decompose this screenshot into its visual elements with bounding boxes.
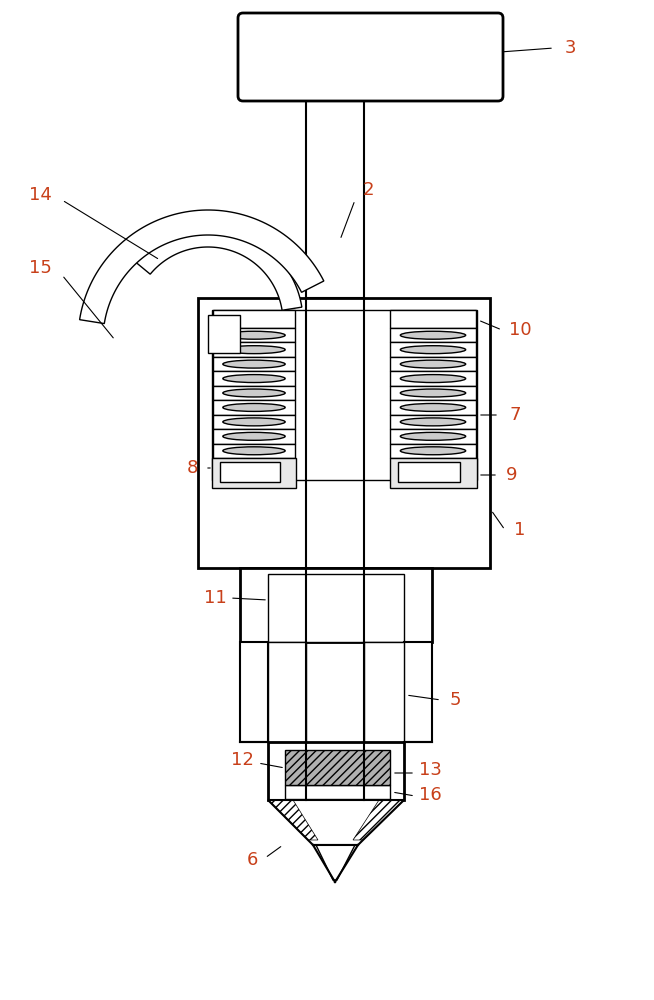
Bar bbox=[213, 415, 295, 429]
Ellipse shape bbox=[400, 346, 466, 354]
Text: 5: 5 bbox=[449, 691, 461, 709]
Bar bbox=[240, 642, 268, 742]
Bar bbox=[198, 298, 490, 568]
Ellipse shape bbox=[400, 447, 466, 455]
Bar bbox=[390, 357, 476, 371]
Ellipse shape bbox=[223, 375, 285, 383]
Ellipse shape bbox=[400, 360, 466, 368]
Bar bbox=[213, 444, 295, 458]
Bar bbox=[285, 750, 390, 785]
Text: 1: 1 bbox=[514, 521, 526, 539]
Text: 2: 2 bbox=[362, 181, 373, 199]
Bar bbox=[213, 357, 295, 371]
Ellipse shape bbox=[400, 389, 466, 397]
Bar bbox=[398, 462, 460, 482]
Ellipse shape bbox=[223, 346, 285, 354]
Ellipse shape bbox=[223, 360, 285, 368]
Ellipse shape bbox=[223, 403, 285, 411]
Bar bbox=[213, 342, 295, 357]
Bar bbox=[213, 386, 295, 400]
Bar bbox=[208, 315, 240, 353]
Bar bbox=[268, 574, 404, 642]
Ellipse shape bbox=[400, 418, 466, 426]
Bar bbox=[212, 310, 477, 480]
Bar bbox=[390, 415, 476, 429]
Bar bbox=[364, 642, 404, 742]
Bar bbox=[213, 400, 295, 415]
Bar bbox=[306, 96, 364, 298]
Text: 10: 10 bbox=[509, 321, 531, 339]
Bar bbox=[285, 785, 390, 799]
Text: 15: 15 bbox=[29, 259, 52, 277]
Text: 12: 12 bbox=[231, 751, 254, 769]
Bar bbox=[213, 371, 295, 386]
Polygon shape bbox=[313, 845, 358, 880]
Ellipse shape bbox=[400, 432, 466, 440]
Ellipse shape bbox=[400, 403, 466, 411]
Bar bbox=[212, 458, 296, 488]
Ellipse shape bbox=[223, 331, 285, 339]
FancyBboxPatch shape bbox=[238, 13, 503, 101]
Polygon shape bbox=[135, 227, 302, 310]
Bar bbox=[390, 342, 476, 357]
Text: 11: 11 bbox=[203, 589, 226, 607]
Bar bbox=[240, 568, 432, 642]
Text: 3: 3 bbox=[564, 39, 576, 57]
Ellipse shape bbox=[223, 447, 285, 455]
Text: 13: 13 bbox=[419, 761, 441, 779]
Bar bbox=[268, 642, 306, 742]
Text: 8: 8 bbox=[186, 459, 198, 477]
Bar bbox=[390, 458, 477, 488]
Bar bbox=[404, 642, 432, 742]
Ellipse shape bbox=[400, 331, 466, 339]
Text: 7: 7 bbox=[509, 406, 521, 424]
Bar bbox=[213, 310, 295, 328]
Bar bbox=[213, 429, 295, 444]
Bar bbox=[390, 444, 476, 458]
Polygon shape bbox=[80, 210, 324, 324]
Text: 6: 6 bbox=[247, 851, 258, 869]
Ellipse shape bbox=[223, 418, 285, 426]
Bar bbox=[268, 742, 404, 800]
Bar bbox=[390, 310, 476, 328]
Bar bbox=[390, 386, 476, 400]
Bar bbox=[390, 400, 476, 415]
Polygon shape bbox=[268, 800, 404, 845]
Ellipse shape bbox=[223, 389, 285, 397]
Bar bbox=[390, 429, 476, 444]
Text: 9: 9 bbox=[506, 466, 518, 484]
Ellipse shape bbox=[400, 375, 466, 383]
Bar bbox=[390, 371, 476, 386]
Bar bbox=[390, 328, 476, 342]
Bar bbox=[220, 462, 280, 482]
Text: 14: 14 bbox=[29, 186, 52, 204]
Ellipse shape bbox=[223, 432, 285, 440]
Bar bbox=[213, 328, 295, 342]
Text: 16: 16 bbox=[419, 786, 441, 804]
